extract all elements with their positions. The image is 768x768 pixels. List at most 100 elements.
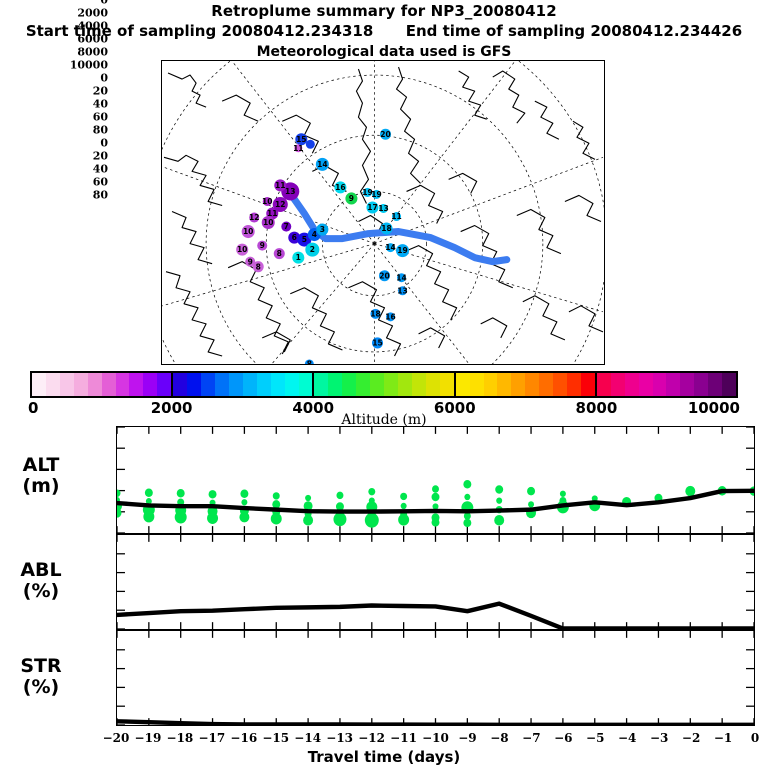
alt-scatter-point: [431, 518, 440, 527]
map-marker-label: 19: [362, 188, 372, 197]
alt-scatter-point: [432, 503, 439, 510]
alt-scatter-point: [463, 518, 472, 528]
map-marker-label: 2: [310, 245, 315, 254]
colorbar-cell: [694, 373, 709, 396]
alt-scatter-point: [400, 492, 408, 501]
map-marker: [245, 256, 256, 267]
alt-plot-panel[interactable]: [116, 426, 755, 534]
map-marker-label: 15: [296, 135, 306, 144]
colorbar-cell: [87, 373, 102, 396]
map-marker: [257, 240, 268, 251]
str-plot-canvas: [117, 631, 754, 725]
x-axis-tick-label: −11: [390, 731, 417, 745]
map-marker-label: 20: [380, 130, 390, 139]
colorbar-cell: [256, 373, 271, 396]
map-marker-label: 14: [385, 243, 395, 252]
x-axis-tick-label: −12: [358, 731, 385, 745]
colorbar-cell: [469, 373, 484, 396]
map-marker-label: 11: [267, 209, 277, 218]
map-marker-label: 9: [248, 257, 253, 266]
altitude-colorbar[interactable]: [30, 371, 738, 398]
map-marker-label: 13: [285, 187, 295, 196]
alt-scatter-point: [494, 514, 505, 526]
alt-scatter-point: [176, 489, 185, 498]
str-row-label: STR (%): [8, 656, 74, 697]
map-marker-label: 17: [367, 203, 377, 212]
alt-scatter-point: [495, 485, 504, 494]
alt-scatter-point: [272, 492, 280, 500]
map-marker-label: 18: [370, 309, 380, 318]
colorbar-tick-labels: 0 2000 4000 6000 8000 10000: [0, 399, 768, 417]
map-marker: [262, 196, 272, 206]
colorbar-cell: [680, 373, 695, 396]
map-marker: [252, 261, 264, 273]
abl-label-line1: ABL: [20, 559, 62, 581]
colorbar-cell: [553, 373, 568, 396]
str-y-ticks: [117, 649, 754, 725]
alt-x-ticks: [117, 427, 754, 533]
colorbar-cell: [652, 373, 667, 396]
colorbar-cell: [567, 373, 581, 396]
map-marker-label: 1: [296, 253, 301, 262]
map-marker-label: 7: [284, 222, 289, 231]
abl-plot-panel[interactable]: [116, 534, 755, 630]
colorbar-cell: [525, 373, 540, 396]
colorbar-cell: [624, 373, 639, 396]
str-plot-panel[interactable]: [116, 630, 755, 726]
colorbar-cell: [722, 373, 737, 396]
met-data-label: Meteorological data used is GFS: [256, 44, 512, 60]
map-marker-label: 20: [379, 271, 389, 280]
colorbar-cell: [298, 373, 313, 396]
colorbar-cell: [483, 373, 498, 396]
map-marker-label: 15: [372, 339, 382, 348]
x-axis-tick-label: −17: [198, 731, 226, 745]
colorbar-cell: [32, 373, 46, 396]
map-marker: [370, 308, 381, 319]
colorbar-cell: [511, 373, 526, 396]
map-marker: [345, 192, 358, 205]
map-marker-label: 16: [385, 312, 395, 321]
map-marker-label: 14: [396, 273, 406, 282]
map-marker: [378, 270, 391, 282]
map-marker: [281, 221, 292, 232]
alt-scatter-point: [398, 513, 410, 526]
colorbar-cell: [201, 373, 215, 396]
alt-scatter-point: [463, 480, 472, 489]
colorbar-cell: [228, 373, 243, 396]
colorbar-cell: [328, 373, 343, 396]
colorbar-tick-label: 2000: [150, 399, 193, 417]
alt-scatter-point: [303, 501, 313, 511]
colorbar-cell: [397, 373, 412, 396]
map-marker-label: 8: [307, 360, 312, 364]
colorbar-gradient: [30, 371, 738, 398]
colorbar-cell: [157, 373, 172, 396]
colorbar-cell: [270, 373, 285, 396]
alt-scatter-point: [463, 512, 471, 520]
alt-scatter-point: [144, 488, 153, 497]
colorbar-bin-divider: [594, 373, 597, 396]
colorbar-cell: [497, 373, 512, 396]
map-marker: [305, 242, 320, 257]
colorbar-cell: [187, 373, 202, 396]
retroplume-map[interactable]: 2015141619199171311181419201413181615819…: [161, 60, 605, 365]
map-marker: [236, 243, 249, 256]
x-axis-tick-label: −8: [490, 731, 509, 745]
x-axis-tick-label: −18: [166, 731, 194, 745]
map-marker-label: 6: [292, 233, 297, 242]
colorbar-bin-divider: [171, 373, 174, 396]
alt-scatter-point: [336, 491, 344, 500]
alt-scatter-point: [239, 511, 250, 523]
x-axis-tick-label: −14: [294, 731, 322, 745]
colorbar-tick-label: 10000: [687, 399, 740, 417]
map-marker-label: 11: [391, 212, 401, 221]
alt-label-line2: (m): [22, 474, 60, 497]
alt-scatter-point: [559, 490, 566, 497]
colorbar-bin-divider: [453, 373, 456, 396]
alt-scatter-point: [145, 498, 152, 505]
map-marker: [378, 203, 389, 214]
abl-series-line: [117, 601, 754, 629]
map-marker: [316, 223, 329, 236]
map-marker: [294, 144, 303, 153]
abl-x-ticks: [117, 535, 754, 629]
x-axis-tick-label: −15: [262, 731, 290, 745]
